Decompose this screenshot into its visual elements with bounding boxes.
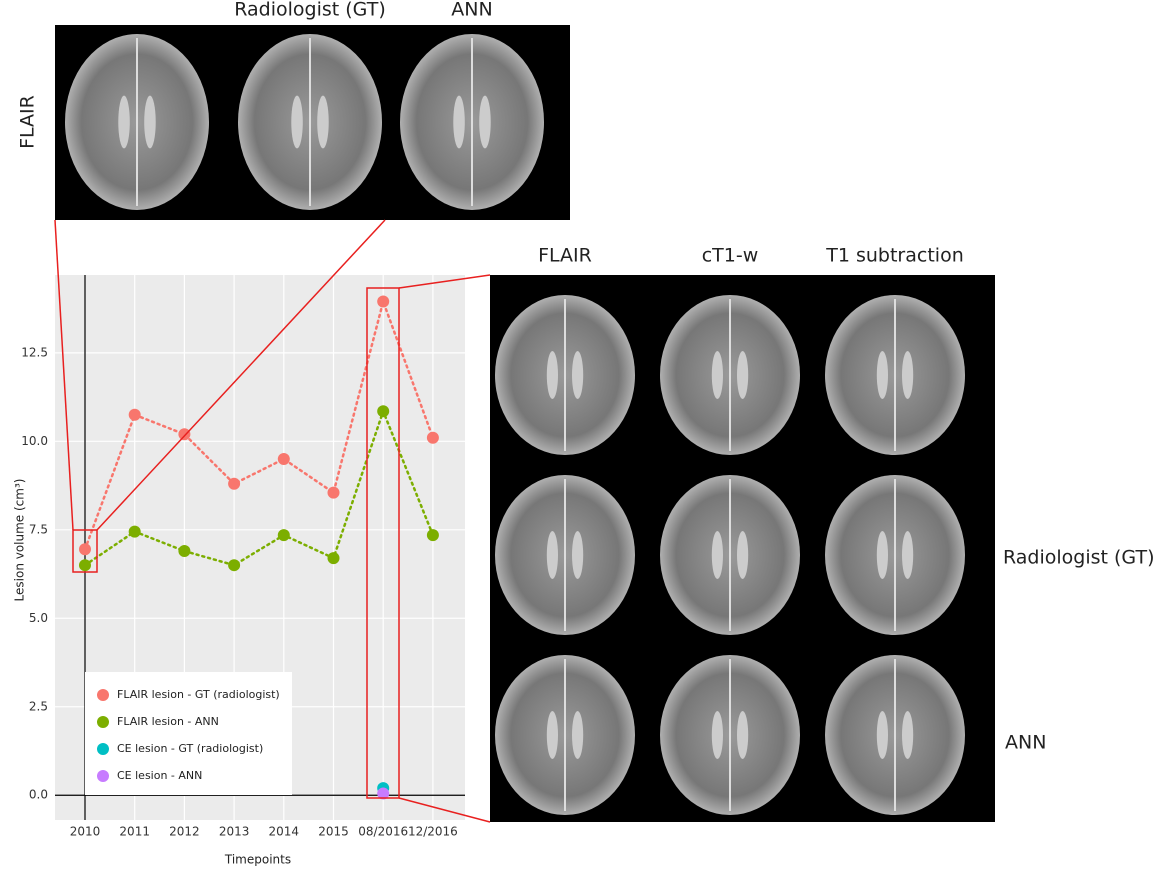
brain-ventricle — [546, 711, 559, 759]
y-tick-label: 0.0 — [29, 788, 48, 802]
data-point — [128, 408, 141, 421]
y-tick-label: 2.5 — [29, 699, 48, 713]
brain-ventricle — [572, 711, 584, 759]
y-tick-label: 12.5 — [21, 345, 48, 359]
legend-label: CE lesion - GT (radiologist) — [117, 742, 263, 755]
x-tick-label: 2015 — [318, 825, 349, 839]
column-label: cT1-w — [702, 245, 759, 267]
y-tick-label: 10.0 — [21, 434, 48, 448]
brain-ventricle — [572, 351, 584, 399]
y-axis-label: Lesion volume (cm³) — [13, 479, 27, 602]
y-tick-label: 7.5 — [29, 522, 48, 536]
column-label: FLAIR — [538, 245, 592, 267]
brain-ventricle — [144, 95, 156, 149]
brain-ventricle — [546, 351, 559, 399]
zoom-box — [366, 287, 400, 799]
legend-marker — [97, 716, 109, 728]
column-label: ANN — [451, 0, 492, 21]
data-point — [228, 477, 241, 490]
data-point — [178, 428, 191, 441]
data-point — [327, 552, 340, 565]
legend-marker — [97, 689, 109, 701]
column-label: T1 subtraction — [825, 245, 963, 267]
row-label: Radiologist (GT) — [1003, 547, 1155, 569]
zoom-box — [72, 529, 98, 573]
data-point — [79, 559, 91, 572]
x-tick-label: 2014 — [269, 825, 300, 839]
data-point — [377, 295, 390, 308]
x-tick-label: 08/2016 — [358, 825, 408, 839]
legend-marker — [97, 770, 109, 782]
brain-ventricle — [291, 95, 303, 149]
brain-ventricle — [479, 95, 491, 149]
legend-box — [85, 672, 292, 795]
x-tick-label: 2013 — [219, 825, 250, 839]
x-tick-label: 2012 — [169, 825, 200, 839]
data-point — [178, 545, 191, 558]
data-point — [426, 529, 439, 542]
legend-label: FLAIR lesion - GT (radiologist) — [117, 688, 280, 701]
brain-ventricle — [737, 531, 749, 579]
brain-ventricle — [876, 531, 889, 579]
brain-ventricle — [876, 711, 889, 759]
x-tick-label: 2010 — [70, 825, 101, 839]
data-point — [377, 787, 390, 800]
brain-ventricle — [902, 531, 914, 579]
series-line — [83, 297, 435, 551]
legend-marker — [97, 743, 109, 755]
data-point — [79, 543, 91, 556]
series-line — [83, 407, 435, 567]
data-point — [228, 559, 241, 572]
brain-ventricle — [711, 531, 724, 579]
zoom-line — [96, 219, 386, 531]
image-panels — [55, 25, 995, 822]
row-label: FLAIR — [17, 95, 39, 149]
brain-ventricle — [572, 531, 584, 579]
zoom-line — [398, 797, 491, 823]
brain-ventricle — [453, 95, 465, 149]
column-label: Radiologist (GT) — [234, 0, 386, 21]
brain-ventricle — [546, 531, 559, 579]
brain-ventricle — [737, 351, 749, 399]
brain-ventricle — [876, 351, 889, 399]
brain-ventricle — [118, 95, 130, 149]
y-tick-label: 5.0 — [29, 611, 48, 625]
x-tick-label: 12/2016 — [408, 825, 458, 839]
brain-ventricle — [711, 711, 724, 759]
zoom-indicators — [54, 219, 491, 823]
row-label: ANN — [1005, 732, 1046, 754]
brain-ventricle — [317, 95, 329, 149]
data-point — [327, 486, 340, 499]
brain-ventricle — [902, 711, 914, 759]
x-tick-label: 2011 — [119, 825, 150, 839]
brain-ventricle — [711, 351, 724, 399]
zoom-line — [398, 274, 491, 289]
x-axis-label: Timepoints — [224, 853, 291, 867]
data-point — [128, 525, 141, 538]
data-point — [277, 453, 290, 466]
data-point — [426, 431, 439, 444]
legend-label: CE lesion - ANN — [117, 769, 202, 782]
zoom-line — [54, 219, 74, 531]
brain-ventricle — [737, 711, 749, 759]
data-point — [277, 529, 290, 542]
brain-ventricle — [902, 351, 914, 399]
data-point — [377, 405, 390, 418]
legend-label: FLAIR lesion - ANN — [117, 715, 219, 728]
